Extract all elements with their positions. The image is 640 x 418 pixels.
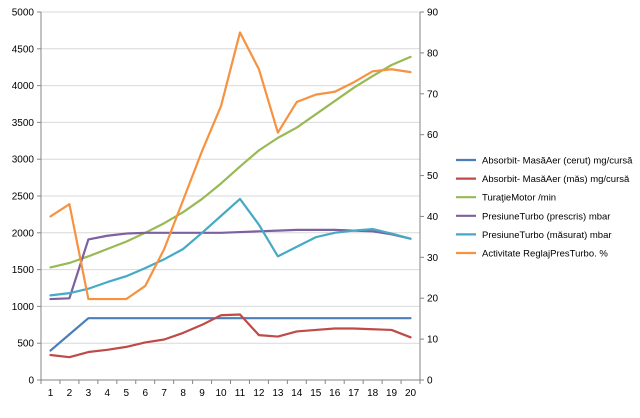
y-right-tick-label: 70 — [427, 89, 439, 100]
y-right-tick-label: 20 — [427, 294, 439, 305]
y-tick-label: 0 — [28, 376, 34, 387]
x-tick-label: 13 — [272, 388, 284, 399]
legend-label: Activitate ReglajPresTurbo. % — [482, 249, 608, 260]
y-tick-label: 3000 — [12, 155, 35, 166]
y-tick-label: 1500 — [12, 265, 35, 276]
x-tick-label: 12 — [253, 388, 265, 399]
series-line-6 — [50, 32, 410, 299]
legend-label: Absorbit- MasăAer (cerut) mg/cursă — [482, 156, 633, 167]
legend-label: PresiuneTurbo (măsurat) mbar — [482, 230, 612, 241]
x-tick-label: 14 — [291, 388, 303, 399]
x-tick-label: 5 — [123, 388, 129, 399]
legend-label: Absorbit- MasăAer (măs) mg/cursă — [482, 174, 630, 185]
legend: Absorbit- MasăAer (cerut) mg/cursă Absorb… — [456, 156, 633, 260]
x-tick-label: 10 — [215, 388, 227, 399]
x-tick-label: 3 — [86, 388, 92, 399]
x-tick-label: 17 — [348, 388, 360, 399]
y-tick-label: 2000 — [12, 228, 35, 239]
x-tick-label: 15 — [310, 388, 322, 399]
series-line-4 — [50, 230, 410, 299]
y-right-tick-label: 0 — [427, 376, 433, 387]
x-tick-label: 2 — [67, 388, 73, 399]
y-tick-label: 4000 — [12, 81, 35, 92]
y-tick-label: 3500 — [12, 118, 35, 129]
x-tick-label: 4 — [105, 388, 111, 399]
x-tick-label: 20 — [405, 388, 417, 399]
x-tick-label: 7 — [161, 388, 167, 399]
y-right-tick-label: 80 — [427, 48, 439, 59]
y-tick-label: 500 — [17, 339, 34, 350]
y-right-tick-label: 10 — [427, 335, 439, 346]
y-right-tick-label: 90 — [427, 8, 439, 19]
legend-label: TuraţieMotor /min — [482, 193, 556, 204]
x-tick-label: 19 — [386, 388, 398, 399]
series-line-5 — [50, 199, 410, 295]
x-tick-label: 8 — [180, 388, 186, 399]
x-tick-label: 18 — [367, 388, 379, 399]
x-tick-label: 1 — [48, 388, 54, 399]
series-line-2 — [50, 315, 410, 358]
y-right-tick-label: 50 — [427, 171, 439, 182]
y-tick-label: 5000 — [12, 8, 35, 19]
y-right-tick-label: 60 — [427, 130, 439, 141]
y-tick-label: 2500 — [12, 192, 35, 203]
y-right-tick-label: 30 — [427, 253, 439, 264]
series-line-1 — [50, 318, 410, 350]
series-lines — [50, 32, 410, 357]
y-tick-label: 1000 — [12, 302, 35, 313]
y-right-tick-label: 40 — [427, 212, 439, 223]
x-tick-label: 11 — [235, 388, 246, 399]
axes: 0500100015002000250030003500400045005000… — [12, 8, 439, 400]
legend-label: PresiuneTurbo (prescris) mbar — [482, 211, 610, 222]
x-tick-label: 9 — [199, 388, 205, 399]
x-tick-label: 6 — [142, 388, 148, 399]
y-tick-label: 4500 — [12, 44, 35, 55]
x-tick-label: 16 — [329, 388, 341, 399]
